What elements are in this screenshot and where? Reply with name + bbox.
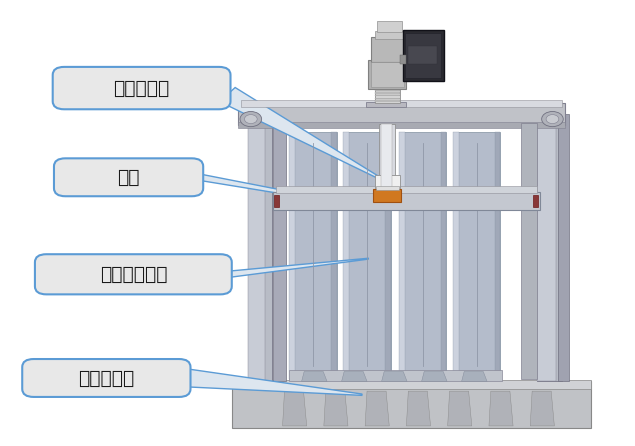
FancyBboxPatch shape [368, 60, 406, 89]
Polygon shape [462, 372, 487, 381]
Polygon shape [185, 369, 362, 395]
FancyBboxPatch shape [385, 132, 391, 379]
FancyBboxPatch shape [399, 132, 405, 379]
Polygon shape [365, 391, 389, 426]
FancyBboxPatch shape [248, 114, 272, 381]
Polygon shape [382, 372, 407, 381]
FancyBboxPatch shape [274, 195, 279, 207]
FancyBboxPatch shape [273, 114, 286, 381]
Polygon shape [228, 258, 368, 277]
Polygon shape [283, 391, 307, 426]
Circle shape [546, 115, 559, 124]
FancyBboxPatch shape [400, 55, 406, 64]
FancyBboxPatch shape [241, 100, 562, 107]
FancyBboxPatch shape [238, 380, 591, 389]
FancyBboxPatch shape [54, 158, 203, 196]
FancyBboxPatch shape [232, 381, 591, 428]
FancyBboxPatch shape [558, 114, 569, 381]
FancyBboxPatch shape [273, 192, 540, 210]
FancyBboxPatch shape [343, 132, 349, 379]
Circle shape [244, 115, 257, 124]
FancyBboxPatch shape [375, 31, 403, 39]
FancyBboxPatch shape [53, 67, 231, 109]
FancyBboxPatch shape [375, 175, 400, 192]
FancyBboxPatch shape [371, 37, 406, 62]
FancyBboxPatch shape [375, 90, 400, 91]
FancyBboxPatch shape [238, 103, 565, 125]
FancyBboxPatch shape [376, 186, 399, 190]
FancyBboxPatch shape [343, 132, 391, 379]
FancyBboxPatch shape [405, 33, 441, 78]
Text: 滑块: 滑块 [117, 168, 140, 187]
Text: 主体框架结构: 主体框架结构 [100, 265, 167, 284]
FancyBboxPatch shape [289, 132, 337, 379]
FancyBboxPatch shape [238, 122, 565, 128]
FancyBboxPatch shape [22, 359, 190, 397]
Polygon shape [342, 372, 367, 381]
FancyBboxPatch shape [248, 114, 265, 381]
Polygon shape [324, 391, 348, 426]
FancyBboxPatch shape [453, 132, 500, 379]
FancyBboxPatch shape [375, 92, 400, 94]
Text: 电堆放置位: 电堆放置位 [78, 368, 135, 388]
FancyBboxPatch shape [408, 46, 437, 64]
FancyBboxPatch shape [366, 102, 406, 107]
FancyBboxPatch shape [375, 87, 400, 103]
FancyBboxPatch shape [379, 124, 395, 188]
FancyBboxPatch shape [375, 95, 400, 96]
FancyBboxPatch shape [521, 123, 537, 379]
Polygon shape [199, 174, 368, 208]
FancyBboxPatch shape [381, 124, 392, 188]
Polygon shape [220, 87, 385, 181]
Circle shape [542, 112, 563, 127]
Text: 压力传感器: 压力传感器 [114, 78, 170, 98]
FancyBboxPatch shape [453, 132, 459, 379]
FancyBboxPatch shape [331, 132, 337, 379]
FancyBboxPatch shape [375, 100, 400, 102]
FancyBboxPatch shape [495, 132, 500, 379]
FancyBboxPatch shape [537, 114, 556, 381]
Polygon shape [422, 372, 447, 381]
Polygon shape [448, 391, 472, 426]
Polygon shape [530, 391, 554, 426]
Polygon shape [302, 372, 327, 381]
Circle shape [240, 112, 262, 127]
FancyBboxPatch shape [371, 62, 404, 87]
FancyBboxPatch shape [35, 254, 232, 294]
FancyBboxPatch shape [375, 98, 400, 99]
FancyBboxPatch shape [289, 132, 295, 379]
FancyBboxPatch shape [373, 189, 401, 202]
FancyBboxPatch shape [537, 114, 562, 381]
FancyBboxPatch shape [399, 132, 446, 379]
FancyBboxPatch shape [533, 195, 538, 207]
FancyBboxPatch shape [377, 21, 402, 32]
FancyBboxPatch shape [276, 186, 537, 193]
Polygon shape [489, 391, 513, 426]
FancyBboxPatch shape [403, 30, 444, 81]
FancyBboxPatch shape [289, 370, 502, 381]
Polygon shape [406, 391, 431, 426]
FancyBboxPatch shape [441, 132, 446, 379]
